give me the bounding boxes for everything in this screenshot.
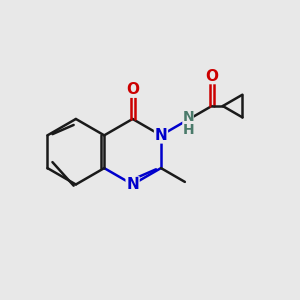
Text: N: N <box>126 177 139 192</box>
Text: O: O <box>126 82 139 97</box>
Text: N: N <box>154 128 167 143</box>
Text: O: O <box>205 68 218 83</box>
Text: N
H: N H <box>182 110 194 137</box>
